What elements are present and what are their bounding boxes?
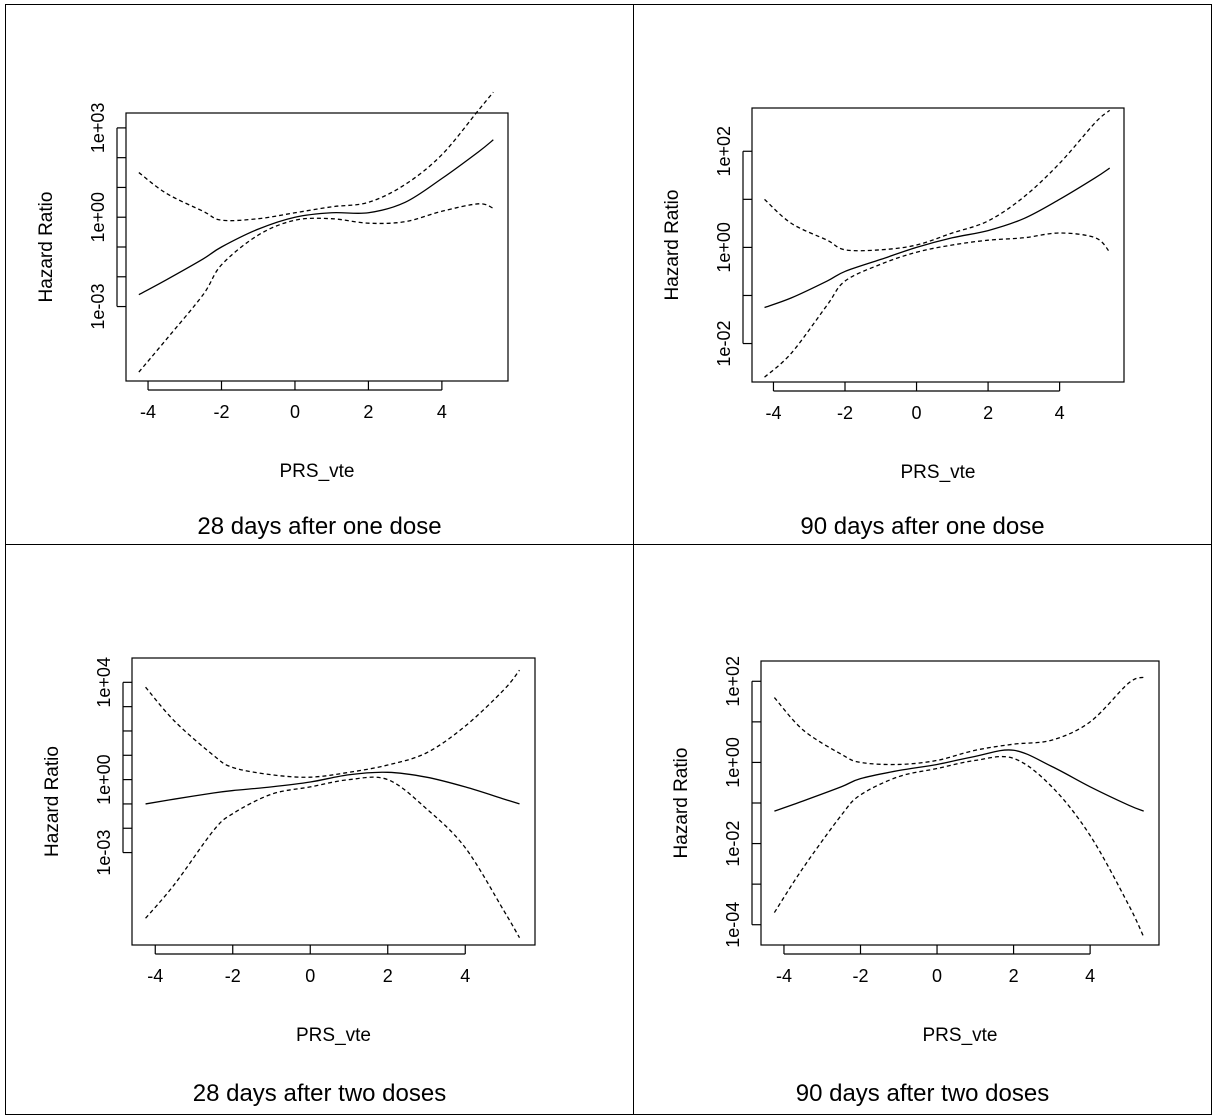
y-axis-title: Hazard Ratio: [671, 748, 692, 859]
plot-frame: [131, 657, 536, 946]
plot-frame: [760, 660, 1160, 946]
x-tick-label: 2: [363, 402, 373, 422]
caption-28d-two-doses: 28 days after two doses: [192, 1080, 447, 1107]
y-tick-label: 1e-03: [88, 284, 108, 330]
panel-90d-two-doses: -4 -2 0 2 4 1e-04 1e-02 1e+00 1e+02 PRS_vte Hazard…: [633, 544, 1212, 1115]
hazard-ratio-line: [764, 167, 1111, 309]
x-tick-label: -4: [140, 402, 156, 422]
panel-90d-one-dose: -4 -2 0 2 4 1e-02 1e+00 1e+02 PRS_vte Hazard Rati…: [633, 4, 1212, 545]
caption-28d-one-dose: 28 days after one dose: [197, 513, 442, 540]
panel-28d-two-doses: -4 -2 0 2 4 1e-03 1e+00 1e+04 PRS_vte Hazard Rati…: [5, 544, 634, 1115]
x-tick-label: 0: [290, 402, 300, 422]
x-tick-label: 4: [1085, 966, 1095, 986]
hazard-ratio-line: [138, 139, 494, 296]
confidence-band-line: [145, 776, 521, 939]
y-axis-title: Hazard Ratio: [42, 746, 63, 857]
hazard-ratio-line: [145, 771, 520, 805]
y-tick-label: 1e+00: [714, 222, 734, 273]
y-tick-label: 1e-02: [714, 321, 734, 367]
plot-frame: [751, 107, 1125, 383]
x-axis-title: PRS_vte: [923, 1025, 998, 1046]
y-axis-title: Hazard Ratio: [662, 190, 683, 301]
x-axis-title: PRS_vte: [296, 1025, 371, 1046]
x-tick-label: -4: [776, 966, 792, 986]
chart-90d-one-dose: -4 -2 0 2 4 1e-02 1e+00 1e+02 PRS_vte Hazard Rati…: [662, 107, 1125, 483]
y-axis-title: Hazard Ratio: [36, 192, 57, 303]
x-tick-label: 0: [912, 403, 922, 423]
x-tick-label: 4: [1055, 403, 1065, 423]
confidence-band-line: [138, 203, 494, 373]
x-axis-title: PRS_vte: [280, 461, 355, 482]
x-tick-label: 2: [1009, 966, 1019, 986]
y-tick-label: 1e-03: [94, 830, 114, 876]
hazard-ratio-line: [774, 749, 1144, 812]
chart-28d-one-dose: -4 -2 0 2 4 1e-03 1e+00 1e+03 PRS_vte Hazard Rati…: [36, 91, 509, 482]
caption-90d-two-doses: 90 days after two doses: [795, 1080, 1050, 1107]
confidence-band-line: [773, 676, 1144, 766]
x-tick-label: 2: [983, 403, 993, 423]
confidence-band-line: [145, 669, 521, 778]
y-tick-label: 1e+04: [94, 657, 114, 708]
x-axis-title: PRS_vte: [901, 462, 976, 483]
y-tick-label: 1e+00: [723, 737, 743, 788]
x-tick-label: -4: [147, 966, 163, 986]
y-tick-label: 1e+03: [88, 103, 108, 154]
chart-28d-two-doses: -4 -2 0 2 4 1e-03 1e+00 1e+04 PRS_vte Hazard Rati…: [42, 657, 536, 1046]
panel-28d-one-dose: -4 -2 0 2 4 1e-03 1e+00 1e+03 PRS_vte Hazard Rati…: [5, 4, 634, 545]
confidence-band-line: [138, 91, 494, 222]
y-tick-label: 1e+00: [94, 754, 114, 805]
x-tick-label: -2: [225, 966, 241, 986]
y-tick-label: 1e-02: [723, 821, 743, 867]
x-tick-label: -4: [765, 403, 781, 423]
chart-90d-two-doses: -4 -2 0 2 4 1e-04 1e-02 1e+00 1e+02 PRS_vte Hazard…: [671, 656, 1160, 1046]
x-tick-label: -2: [852, 966, 868, 986]
confidence-band-line: [764, 109, 1111, 252]
y-tick-label: 1e+02: [714, 126, 734, 177]
y-tick-label: 1e+00: [88, 192, 108, 243]
plot-frame: [125, 112, 509, 382]
x-tick-label: -2: [837, 403, 853, 423]
confidence-band-line: [764, 232, 1111, 378]
x-tick-label: -2: [213, 402, 229, 422]
x-tick-label: 4: [437, 402, 447, 422]
x-tick-label: 0: [932, 966, 942, 986]
caption-90d-one-dose: 90 days after one dose: [800, 513, 1045, 540]
confidence-band-line: [773, 755, 1145, 938]
x-tick-label: 0: [305, 966, 315, 986]
x-tick-label: 4: [460, 966, 470, 986]
y-tick-label: 1e-04: [723, 902, 743, 948]
y-tick-label: 1e+02: [723, 656, 743, 707]
x-tick-label: 2: [383, 966, 393, 986]
